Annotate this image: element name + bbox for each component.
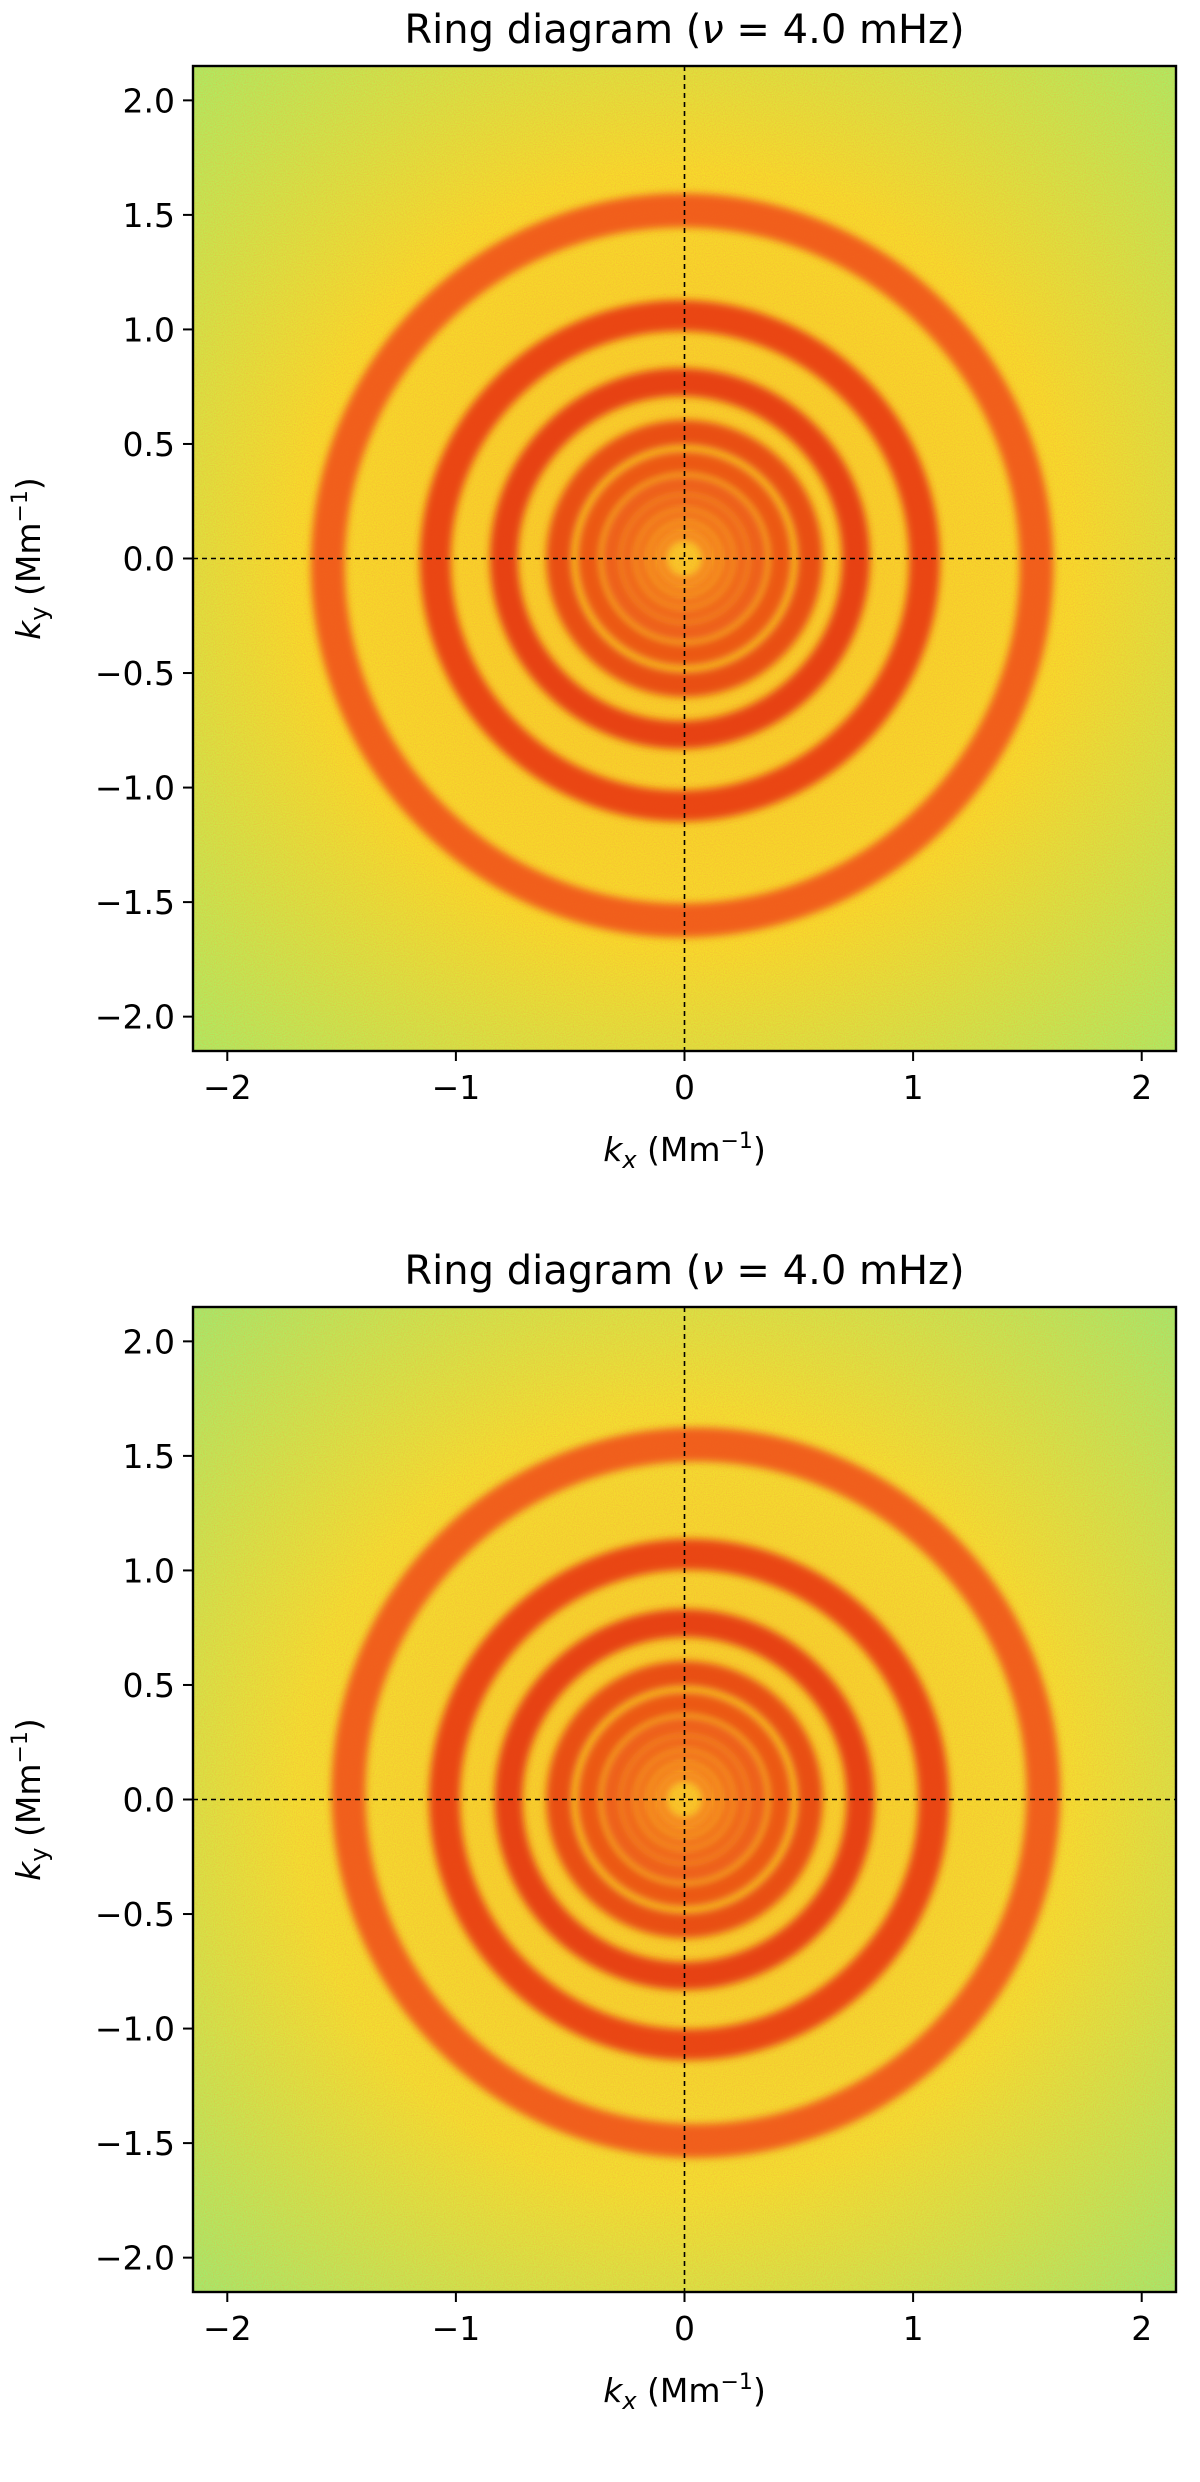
y-tick-label: −0.5 bbox=[95, 1895, 175, 1934]
y-axis-label-close: ) bbox=[9, 1718, 48, 1731]
y-axis-label-close: ) bbox=[9, 477, 48, 490]
y-tick-label: −1.0 bbox=[95, 2010, 175, 2049]
x-tick-label: −1 bbox=[432, 1068, 481, 1107]
ring-diagram-panel-1: −2 −1 0 1 2 2.0 1.5 1.0 0.5 0.0 −0.5 −1.0 −1.5 −2.0 Ri… bbox=[8, 7, 1178, 1174]
x-axis-label: kx (Mm−1) bbox=[603, 1129, 766, 1174]
x-axis-label-unit: (Mm bbox=[637, 2371, 721, 2410]
x-axis-label: kx (Mm−1) bbox=[603, 2370, 766, 2415]
chart-title-suffix: = 4.0 mHz) bbox=[724, 7, 965, 53]
y-tick-label: −1.5 bbox=[95, 2124, 175, 2163]
y-tick-label: −0.5 bbox=[95, 654, 175, 693]
y-tick-label: 1.5 bbox=[123, 1437, 175, 1476]
chart-title: Ring diagram (ν = 4.0 mHz) bbox=[404, 7, 964, 53]
y-tick-label: −2.0 bbox=[95, 2239, 175, 2278]
plot-area bbox=[193, 1307, 1176, 2292]
y-tick-label: 0.0 bbox=[123, 1781, 175, 1820]
y-axis-label: ky (Mm−1) bbox=[8, 1718, 53, 1881]
ring-1 bbox=[310, 193, 1054, 938]
y-tick-label: 1.0 bbox=[123, 1551, 175, 1590]
y-tick-label: −1.5 bbox=[95, 883, 175, 922]
chart-title-symbol: ν bbox=[701, 1248, 723, 1294]
ring-1 bbox=[331, 1427, 1061, 2158]
ring-diagram-chart-1: −2 −1 0 1 2 2.0 1.5 1.0 0.5 0.0 −0.5 −1.0 −1.5 −2.0 Ri… bbox=[8, 7, 1178, 1174]
x-tick-label: 2 bbox=[1131, 2309, 1152, 2348]
x-axis-label-sub: x bbox=[621, 2387, 637, 2415]
x-axis-label-unit: (Mm bbox=[637, 1130, 721, 1169]
chart-title: Ring diagram (ν = 4.0 mHz) bbox=[404, 1248, 964, 1294]
plot-area bbox=[193, 66, 1176, 1051]
x-tick-label: −2 bbox=[203, 2309, 252, 2348]
x-tick-label: 1 bbox=[903, 1068, 924, 1107]
y-tick-label: −1.0 bbox=[95, 769, 175, 808]
y-axis-label-sub: y bbox=[25, 1847, 53, 1861]
x-tick-label: 2 bbox=[1131, 1068, 1152, 1107]
y-tick-label: 2.0 bbox=[123, 81, 175, 120]
y-tick-label: 2.0 bbox=[123, 1322, 175, 1361]
ring-4 bbox=[546, 1661, 823, 1938]
y-axis-label-unit: (Mm bbox=[9, 1764, 48, 1848]
y-axis-label-base: k bbox=[9, 619, 48, 640]
y-axis-label-sub: y bbox=[25, 606, 53, 620]
x-axis-label-base: k bbox=[603, 1130, 624, 1169]
chart-title-suffix: = 4.0 mHz) bbox=[724, 1248, 965, 1294]
x-axis-label-base: k bbox=[603, 2371, 624, 2410]
x-axis-label-sub: x bbox=[621, 1146, 637, 1174]
ring-4 bbox=[546, 420, 823, 697]
y-axis-label: ky (Mm−1) bbox=[8, 477, 53, 640]
chart-title-symbol: ν bbox=[701, 7, 723, 53]
ring-diagram-panel-2: −2 −1 0 1 2 2.0 1.5 1.0 0.5 0.0 −0.5 −1.0 −1.5 −2.0 Ri… bbox=[0, 1241, 1200, 2482]
chart-title-prefix: Ring diagram ( bbox=[404, 7, 701, 53]
y-axis-label-sup: −1 bbox=[8, 1731, 33, 1763]
x-axis-label-close: ) bbox=[753, 2371, 766, 2410]
x-axis-label-sup: −1 bbox=[721, 1129, 753, 1154]
ring-2 bbox=[419, 300, 941, 822]
y-tick-label: 1.0 bbox=[123, 310, 175, 349]
x-tick-label: 1 bbox=[903, 2309, 924, 2348]
y-axis-label-unit: (Mm bbox=[9, 523, 48, 607]
y-axis-label-sup: −1 bbox=[8, 490, 33, 522]
y-tick-label: 0.0 bbox=[123, 540, 175, 579]
y-tick-label: 1.5 bbox=[123, 196, 175, 235]
ring-diagram-chart-2: −2 −1 0 1 2 2.0 1.5 1.0 0.5 0.0 −0.5 −1.0 −1.5 −2.0 Ri… bbox=[8, 1248, 1178, 2415]
y-axis-label-base: k bbox=[9, 1860, 48, 1881]
x-tick-label: −2 bbox=[203, 1068, 252, 1107]
x-tick-label: 0 bbox=[674, 2309, 695, 2348]
x-tick-label: −1 bbox=[432, 2309, 481, 2348]
y-tick-label: 0.5 bbox=[123, 425, 175, 464]
x-axis-label-close: ) bbox=[753, 1130, 766, 1169]
x-tick-label: 0 bbox=[674, 1068, 695, 1107]
y-tick-label: 0.5 bbox=[123, 1666, 175, 1705]
chart-title-prefix: Ring diagram ( bbox=[404, 1248, 701, 1294]
x-axis-label-sup: −1 bbox=[721, 2370, 753, 2395]
y-tick-label: −2.0 bbox=[95, 998, 175, 1037]
